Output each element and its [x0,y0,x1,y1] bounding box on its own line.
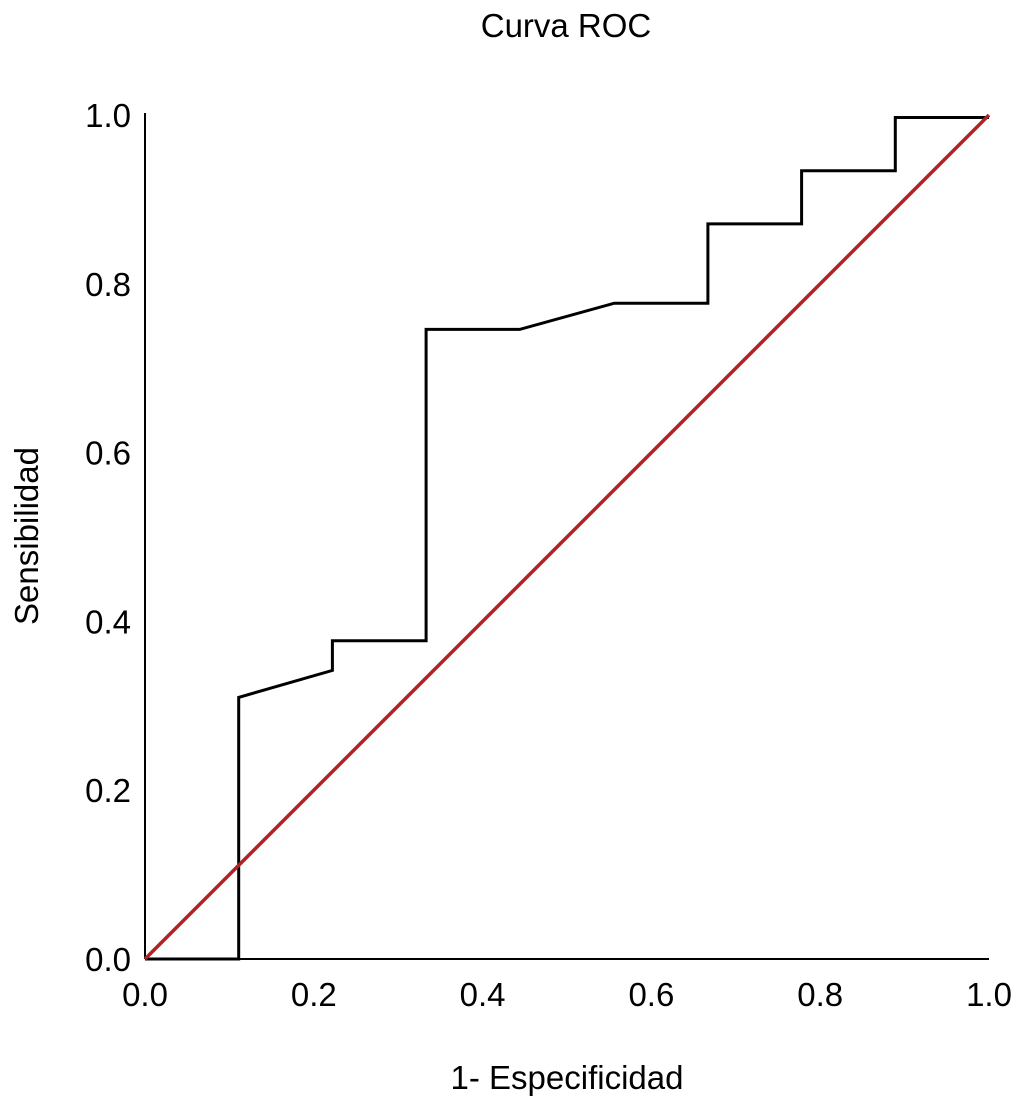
x-tick-labels: 0.0 0.2 0.4 0.6 0.8 1.0 [122,976,1012,1013]
reference-diagonal-line [143,113,991,961]
x-axis-label: 1- Especificidad [451,1059,684,1096]
x-tick-label: 1.0 [966,976,1012,1013]
roc-curve-line [145,116,989,961]
x-tick-label: 0.6 [628,976,674,1013]
y-tick-label: 0.6 [85,435,131,472]
x-tick-label: 0.4 [460,976,506,1013]
x-tick-label: 0.0 [122,976,168,1013]
y-tick-label: 0.4 [85,603,131,640]
y-tick-label: 0.8 [85,266,131,303]
y-tick-label: 1.0 [85,97,131,134]
y-axis-label: Sensibilidad [8,447,45,625]
chart-title: Curva ROC [481,7,652,44]
x-tick-label: 0.2 [291,976,337,1013]
series-layer [143,113,991,961]
y-tick-label: 0.0 [85,941,131,978]
y-tick-label: 0.2 [85,772,131,809]
y-tick-labels: 0.0 0.2 0.4 0.6 0.8 1.0 [85,97,131,978]
x-tick-label: 0.8 [797,976,843,1013]
